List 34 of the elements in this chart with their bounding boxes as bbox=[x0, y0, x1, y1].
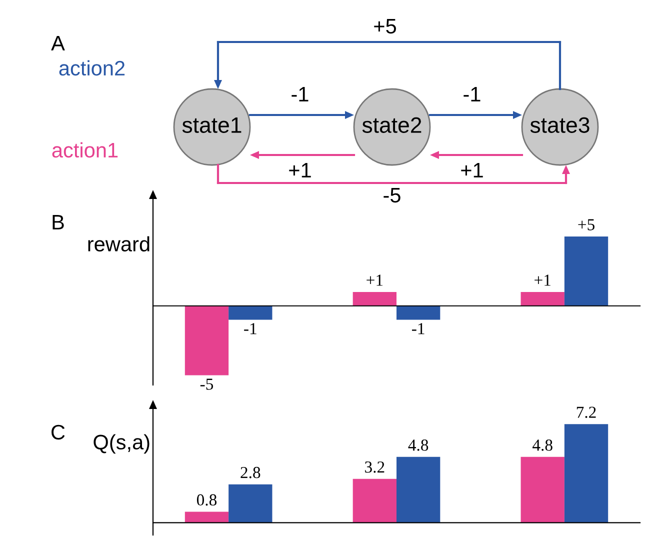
text: state3 bbox=[530, 117, 590, 133]
data-label: -1 bbox=[244, 323, 256, 334]
data-label: -1 bbox=[412, 323, 424, 334]
text: action1 bbox=[52, 142, 118, 158]
data-label: -5 bbox=[200, 378, 214, 390]
y-axis-title: reward bbox=[88, 236, 150, 252]
bar bbox=[520, 456, 564, 523]
text: +1 bbox=[461, 163, 483, 178]
text: state1 bbox=[182, 117, 242, 133]
data-label: +1 bbox=[534, 274, 550, 286]
text: -1 bbox=[292, 87, 308, 102]
text: B bbox=[52, 215, 64, 230]
text: C bbox=[52, 424, 65, 440]
data-label: 3.2 bbox=[365, 461, 384, 473]
text: state2 bbox=[362, 117, 422, 133]
text: +5 bbox=[374, 19, 396, 34]
data-label: 4.8 bbox=[408, 440, 428, 451]
data-label: 0.8 bbox=[196, 494, 217, 506]
data-label: +5 bbox=[578, 219, 594, 230]
annotation: -5 bbox=[384, 188, 400, 203]
text: -1 bbox=[464, 87, 480, 102]
bar bbox=[228, 484, 272, 523]
data-label: 2.8 bbox=[240, 466, 260, 478]
data-label: 7.2 bbox=[576, 406, 596, 418]
bar bbox=[564, 424, 608, 523]
bar bbox=[184, 512, 229, 523]
text: +1 bbox=[289, 163, 311, 178]
text: A bbox=[51, 36, 65, 50]
data-label: +1 bbox=[366, 274, 383, 286]
text: action2 bbox=[59, 60, 125, 76]
y-axis-title: Q(s,a) bbox=[94, 434, 150, 454]
data-label: 4.8 bbox=[532, 440, 552, 451]
bar bbox=[352, 478, 396, 523]
bar bbox=[396, 456, 440, 523]
